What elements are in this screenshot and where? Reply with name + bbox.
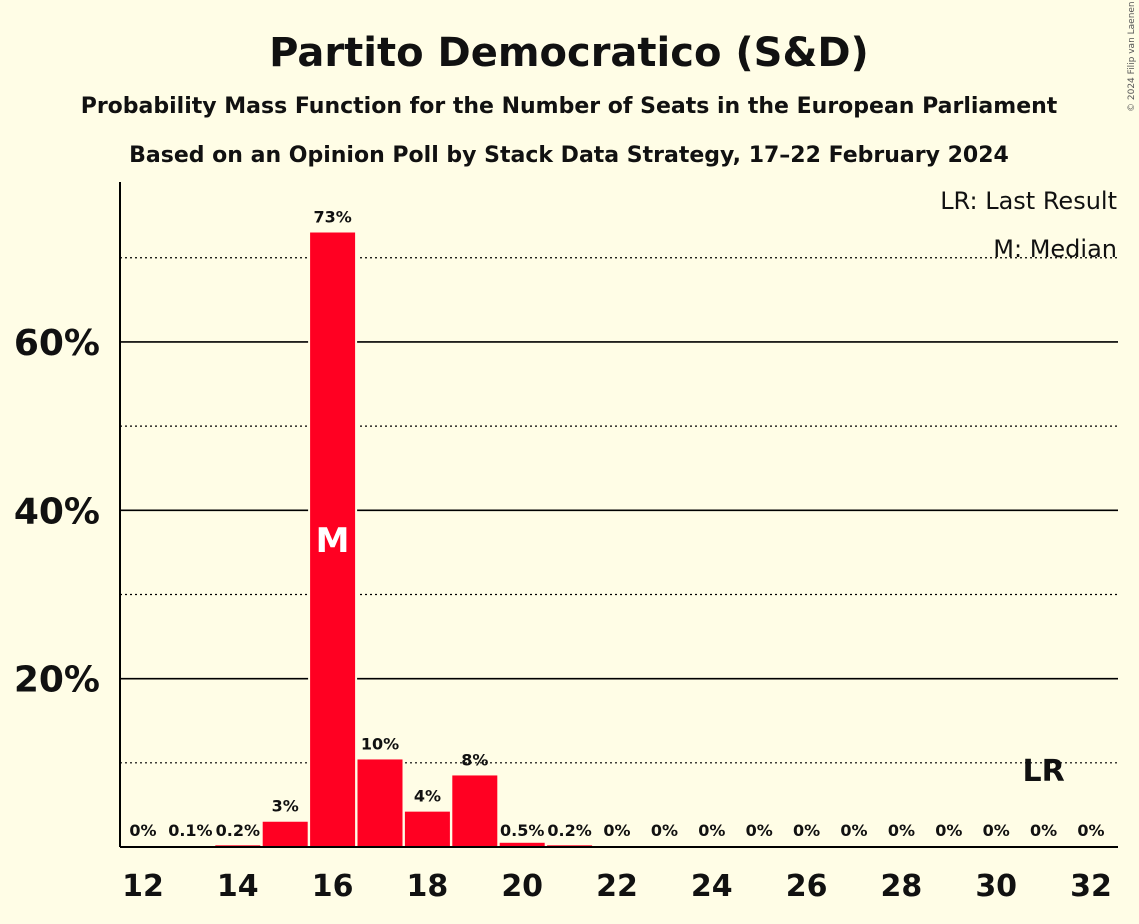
y-tick-label: 60% [14,323,100,364]
bar-value-label: 0.5% [500,821,544,840]
bar-value-label: 0% [983,821,1010,840]
bar-value-label: 0% [1030,821,1057,840]
bar-outline [213,843,263,847]
bar [499,842,545,847]
bar-value-label: 0.2% [547,821,591,840]
bar-labels: 0% 0.1% 0.2%3%73%M10%4%8%0.5% 0.2% 0% 0% 0% 0% 0… [129,208,1104,840]
bar-value-label: 10% [361,734,399,753]
bar-outline [165,844,215,847]
bar [310,232,356,847]
copyright-notice: © 2024 Filip van Laenen [1127,1,1137,112]
x-tick-label: 14 [217,869,259,904]
legend-last-result: LR: Last Result [940,187,1117,215]
bar-value-label: 0% [746,821,773,840]
chart-subtitle-source: Based on an Opinion Poll by Stack Data S… [129,143,1009,168]
last-result-marker: LR [1022,754,1064,789]
bar-value-label: 0% [129,821,156,840]
legend-median: M: Median [993,235,1117,263]
bar [452,775,498,847]
bar [404,811,450,847]
bar [357,759,403,847]
bars [165,230,595,848]
bar-value-label: 0% [888,821,915,840]
bar [262,821,308,847]
bar-value-label: 73% [313,208,351,227]
chart-title: Partito Democratico (S&D) [269,30,869,76]
chart-subtitle: Probability Mass Function for the Number… [81,94,1058,119]
bar-value-label: 8% [461,750,488,769]
bar-value-label: 3% [272,797,299,816]
x-tick-label: 32 [1070,869,1112,904]
axes: 12 14 16 18 20 22 24 26 28 30 32 [119,182,1118,904]
x-tick-label: 18 [407,869,449,904]
y-tick-label: 20% [14,660,100,701]
bar-outline [545,843,595,847]
bar-value-label: 0.2% [216,821,260,840]
bar-value-label: 0% [1077,821,1104,840]
x-tick-label: 30 [975,869,1017,904]
x-tick-label: 28 [881,869,923,904]
y-tick-label: 40% [14,491,100,532]
x-tick-label: 12 [122,869,164,904]
x-tick-label: 26 [786,869,828,904]
x-tick-label: 16 [312,869,354,904]
bar-value-label: 0% [603,821,630,840]
bar-value-label: 0.1% [168,821,212,840]
gridlines: 20% 40% 60% [14,257,1118,764]
bar-value-label: 0% [698,821,725,840]
x-tick-label: 20 [501,869,543,904]
bar-value-label: 0% [793,821,820,840]
median-marker: M [316,521,350,561]
bar-value-label: 4% [414,787,441,806]
bar-value-label: 0% [651,821,678,840]
bar-value-label: 0% [840,821,867,840]
x-tick-label: 24 [691,869,733,904]
bar-value-label: 0% [935,821,962,840]
x-tick-label: 22 [596,869,638,904]
